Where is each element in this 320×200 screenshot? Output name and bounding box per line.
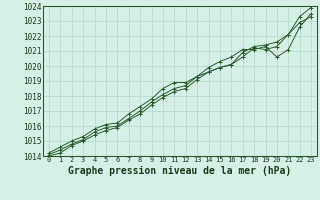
X-axis label: Graphe pression niveau de la mer (hPa): Graphe pression niveau de la mer (hPa) (68, 166, 292, 176)
